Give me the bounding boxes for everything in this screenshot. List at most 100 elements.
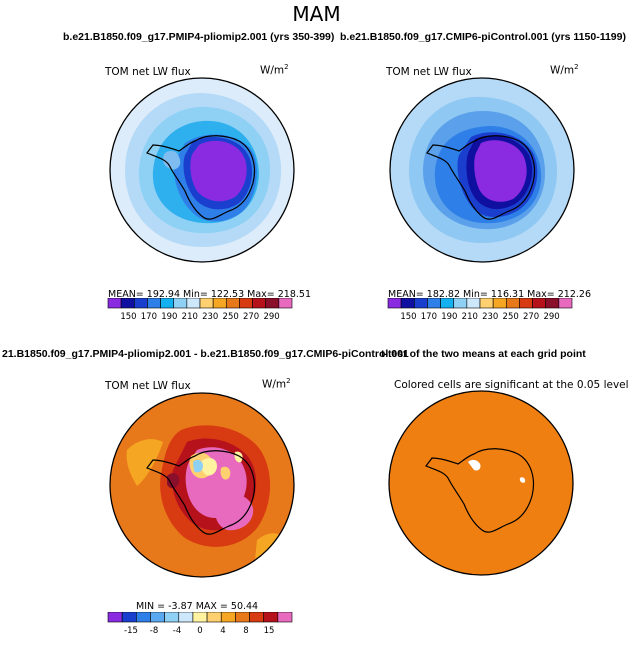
coastline [425, 448, 535, 533]
colorbar-swatch [186, 298, 201, 309]
colorbar-difference: -15 -8 -4 0 4 8 15 [107, 612, 293, 636]
map-ttest [388, 390, 574, 576]
stats-text: MEAN= 182.82 Min= 116.31 Max= 212.26 [388, 289, 592, 300]
colorbar-swatch [220, 612, 236, 623]
field-core [190, 140, 247, 202]
page-title: MAM [292, 2, 341, 26]
map-boundary [388, 390, 574, 576]
panel-title-ttest: t-test of the two means at each grid poi… [381, 348, 586, 360]
colorbar-swatch [192, 612, 208, 623]
colorbar-tick-label: 230 [202, 312, 218, 322]
colorbar-swatch [532, 298, 547, 309]
units-label: W/m2 [262, 377, 291, 391]
field-patch [126, 439, 163, 486]
colorbar-swatch [413, 298, 428, 309]
colorbar-tick-label: 4 [220, 626, 225, 636]
stats-text: MEAN= 192.94 Min= 122.53 Max= 218.51 [108, 289, 312, 300]
panel-title-difference: 21.B1850.f09_g17.PMIP4-pliomip2.001 - b.… [2, 348, 409, 360]
colorbar-swatch [199, 298, 214, 309]
colorbar-swatch [265, 298, 280, 309]
colorbar-tick-label: 150 [400, 312, 416, 322]
colorbar-tick-label: 150 [120, 312, 136, 322]
map-boundary [109, 392, 295, 578]
colorbar-swatch [235, 612, 250, 623]
colorbar-swatch [133, 298, 148, 309]
colorbar-pliomip: 150 170 190 210 230 250 270 290 [107, 298, 293, 322]
colorbar-swatch [466, 298, 481, 309]
insignificant-cells [519, 477, 526, 483]
coastline [146, 450, 256, 535]
colorbar-swatch [479, 298, 494, 309]
colorbar-swatch [147, 298, 161, 309]
colorbar-swatch [558, 298, 573, 309]
colorbar-swatch [107, 298, 122, 309]
colorbar-tick-label: -15 [124, 626, 138, 636]
colorbar-swatch [492, 298, 507, 309]
map-boundary [109, 77, 295, 263]
colorbar-tick-label: 210 [182, 312, 198, 322]
map-picontrol [389, 77, 575, 263]
colorbar-swatch [400, 298, 415, 309]
map-pliomip [109, 77, 295, 263]
colorbar-tick-label: 170 [421, 312, 437, 322]
colorbar-swatch [278, 298, 293, 309]
colorbar-swatch [505, 298, 520, 309]
coastline [146, 135, 256, 220]
colorbar-tick-label: 230 [482, 312, 498, 322]
colorbar-tick-label: 8 [243, 626, 248, 636]
stats-text: MIN = -3.87 MAX = 50.44 [136, 601, 259, 612]
field-patch [214, 493, 254, 531]
colorbar-swatch [239, 298, 253, 309]
colorbar-swatch [178, 612, 194, 623]
colorbar-swatch [519, 298, 533, 309]
colorbar-swatch [225, 298, 240, 309]
colorbar-swatch [212, 298, 227, 309]
colorbar-swatch [263, 612, 279, 623]
colorbar-swatch [150, 612, 165, 623]
variable-label: TOM net LW flux [105, 380, 191, 392]
colorbar-tick-label: 0 [197, 626, 202, 636]
colorbar-tick-label: 250 [223, 312, 239, 322]
colorbar-tick-label: 15 [264, 626, 275, 636]
field-patch [193, 459, 203, 473]
field-patch [220, 466, 231, 480]
field-core [474, 140, 527, 202]
colorbar-swatch [136, 612, 151, 623]
colorbar-tick-label: 270 [523, 312, 539, 322]
colorbar-swatch [453, 298, 468, 309]
colorbar-tick-label: 210 [462, 312, 478, 322]
map-boundary [389, 77, 575, 263]
colorbar-swatch [427, 298, 441, 309]
colorbar-swatch [107, 612, 123, 623]
field-patch [200, 458, 217, 476]
colorbar-swatch [121, 612, 137, 623]
colorbar-tick-label: 270 [243, 312, 259, 322]
colorbar-swatch [249, 612, 264, 623]
field-patch [167, 473, 180, 489]
units-label: W/m2 [550, 63, 579, 77]
colorbar-tick-label: -8 [150, 626, 158, 636]
colorbar-swatch [164, 612, 180, 623]
colorbar-tick-label: 190 [441, 312, 457, 322]
colorbar-swatch [160, 298, 175, 309]
colorbar-swatch [277, 612, 293, 623]
panel-title-pliomip: b.e21.B1850.f09_g17.PMIP4-pliomip2.001 (… [63, 31, 335, 43]
colorbar-tick-label: 170 [141, 312, 157, 322]
units-label: W/m2 [260, 63, 289, 77]
colorbar-swatch [440, 298, 455, 309]
colorbar-tick-label: -4 [173, 626, 181, 636]
colorbar-swatch [252, 298, 267, 309]
insignificant-cells [468, 459, 481, 471]
colorbar-swatch [120, 298, 135, 309]
variable-label: TOM net LW flux [386, 66, 472, 78]
colorbar-tick-label: 250 [503, 312, 519, 322]
colorbar-swatch [173, 298, 188, 309]
colorbar-tick-label: 190 [161, 312, 177, 322]
colorbar-swatch [387, 298, 402, 309]
panel-title-picontrol: b.e21.B1850.f09_g17.CMIP6-piControl.001 … [340, 31, 626, 43]
significant-cells [389, 391, 573, 575]
colorbar-swatch [206, 612, 222, 623]
map-difference [109, 392, 295, 578]
field-band [163, 150, 181, 170]
colorbar-tick-label: 290 [543, 312, 559, 322]
